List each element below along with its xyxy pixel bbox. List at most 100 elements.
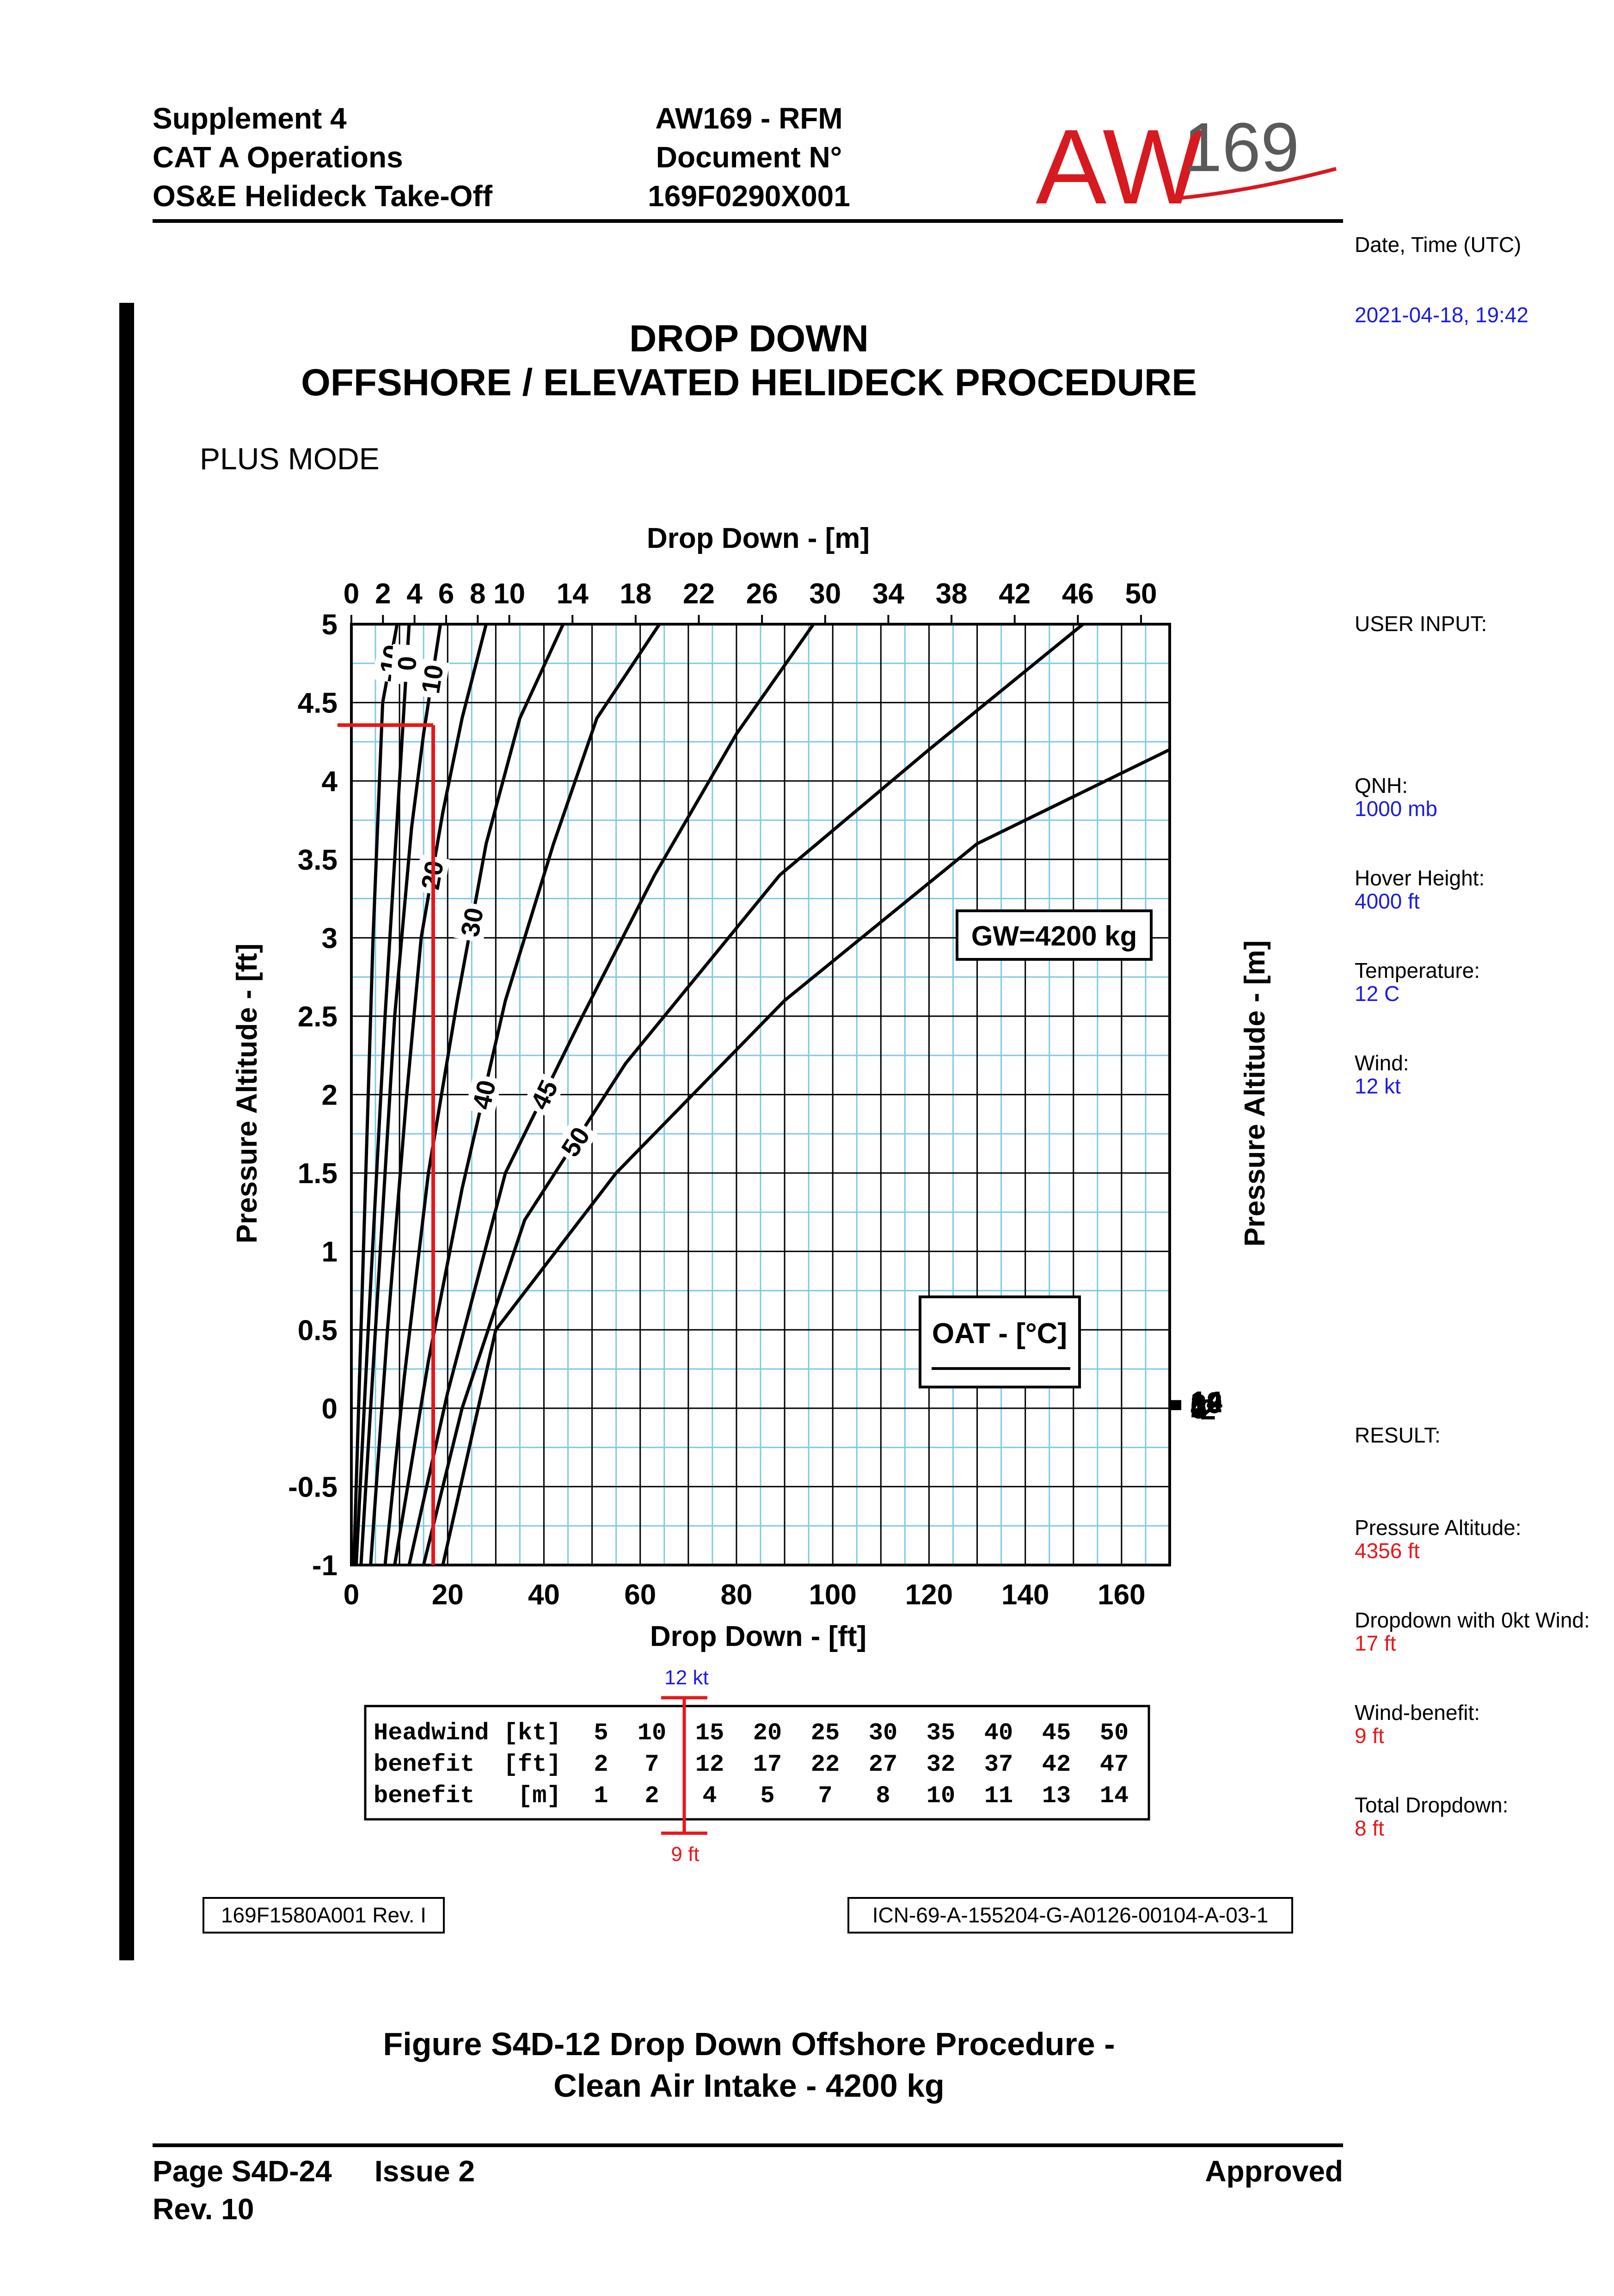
x-tick-label: 80 [720, 1579, 752, 1611]
top-tick-label: 6 [438, 578, 454, 610]
ref-left-box [203, 1897, 445, 1934]
footer: Page S4D-24 Issue 2 Rev. 10 Approved [153, 2143, 1343, 2226]
y-tick-label: 3.5 [298, 844, 338, 876]
top-tick-label: 46 [1062, 578, 1094, 610]
headwind-cell: 25 [811, 1719, 840, 1747]
chart-grid [350, 623, 1171, 1566]
oat-curve [354, 624, 411, 1565]
result-label: RESULT: [1355, 1423, 1441, 1447]
hover-height-value: 4000 ft [1355, 889, 1420, 913]
y-tick-label: 3 [322, 922, 338, 954]
oat-curve-label-bg [414, 658, 450, 700]
dropdown-0kt-value: 17 ft [1355, 1631, 1396, 1655]
figure-caption-line1: Figure S4D-12 Drop Down Offshore Procedu… [383, 2026, 1115, 2062]
top-tick-label: 10 [493, 578, 525, 610]
headwind-cell: 35 [927, 1719, 955, 1747]
headwind-table-cells: Headwind [kt] 5 10 15 20 25 30 35 40 45 50benefit … [374, 1719, 1129, 1810]
headwind-cell: 2 [644, 1782, 659, 1810]
sidebar: Date, Time (UTC) 2021-04-18, 19:42 USER … [1355, 233, 1590, 1840]
headwind-cell: 27 [869, 1751, 897, 1778]
right-tick-label: 2 [1191, 1392, 1206, 1424]
header-center-line2: Document N° [656, 141, 842, 174]
x-tick-label: 20 [432, 1579, 464, 1611]
headwind-cell: 42 [1042, 1751, 1071, 1778]
y-tick-label: 0 [322, 1393, 338, 1425]
headwind-cell: 8 [876, 1782, 890, 1810]
wind-label: Wind: [1355, 1051, 1409, 1075]
headwind-cell: 17 [753, 1751, 782, 1778]
top-tick-label: 22 [683, 578, 715, 610]
change-bar [119, 303, 134, 1960]
axis-ticks: 0 20 40 60 80 100 120 140 160-1-0.500.511.522.53… [288, 578, 1222, 1611]
header: Supplement 4 CAT A Operations OS&E Helid… [153, 102, 1343, 226]
y-tick-label: 4 [322, 766, 338, 798]
header-left-line3: OS&E Helideck Take-Off [153, 179, 493, 213]
y-axis-title: Pressure Altitude - [ft] [231, 944, 263, 1244]
chart-title-line1: DROP DOWN [629, 318, 869, 360]
oat-curve [407, 623, 815, 1565]
right-tick-label: 6 [1191, 1390, 1206, 1422]
ref-left: 169F1580A001 Rev. I [221, 1903, 426, 1927]
wind-benefit-label: Wind-benefit: [1355, 1701, 1480, 1725]
right-tick-label: 12 [1191, 1387, 1222, 1418]
y-tick-label: 0.5 [298, 1314, 338, 1346]
headwind-cell: 15 [695, 1719, 724, 1747]
x-axis-title: Drop Down - [ft] [650, 1621, 866, 1652]
headwind-cell: 1 [594, 1782, 608, 1810]
right-tick-label: 0 [1191, 1393, 1206, 1425]
wind-marker: 12 kt 9 ft [661, 1666, 709, 1866]
y-tick-label: 2 [322, 1080, 338, 1111]
headwind-cell: 22 [811, 1751, 840, 1778]
oat-curve [359, 624, 442, 1565]
top-tick-label: 4 [406, 578, 423, 610]
top-tick-label: 0 [344, 578, 359, 610]
headwind-cell: 5 [760, 1782, 774, 1810]
x-tick-label: 160 [1098, 1579, 1145, 1611]
date-value: 2021-04-18, 19:42 [1355, 303, 1528, 327]
headwind-cell: 37 [984, 1751, 1013, 1778]
plot-frame [350, 623, 1171, 1566]
pressure-altitude-label: Pressure Altitude: [1355, 1516, 1522, 1540]
logo-main: AW [1036, 107, 1203, 226]
oat-curve-label: 10 [416, 663, 449, 695]
oat-curve-label-bg [391, 644, 423, 683]
y-tick-label: 2.5 [298, 1001, 338, 1033]
chart-title: DROP DOWN OFFSHORE / ELEVATED HELIDECK P… [200, 318, 1197, 476]
x-tick-label: 120 [905, 1579, 953, 1611]
headwind-cell: 32 [927, 1751, 955, 1778]
headwind-cell: 20 [753, 1719, 782, 1747]
top-tick-label: 14 [557, 578, 589, 610]
x-tick-label: 140 [1001, 1579, 1049, 1611]
x-tick-label: 0 [344, 1579, 359, 1611]
headwind-cell: 13 [1042, 1782, 1071, 1810]
wind-benefit-value: 9 ft [1355, 1724, 1384, 1748]
wind-marker-bottom-label: 9 ft [671, 1843, 699, 1866]
right-axis-title: Pressure Altitude - [m] [1239, 940, 1271, 1247]
headwind-cell: 11 [984, 1782, 1013, 1810]
top-tick-label: 18 [620, 578, 651, 610]
oat-curve-label: 30 [455, 905, 489, 939]
headwind-cell: 45 [1042, 1719, 1071, 1747]
footer-rev: Rev. 10 [153, 2192, 254, 2226]
temperature-label: Temperature: [1355, 958, 1480, 982]
top-tick-label: 50 [1125, 578, 1157, 610]
oat-curve-label: 40 [466, 1077, 501, 1112]
top-tick-label: 26 [746, 578, 778, 610]
headwind-cell: 7 [818, 1782, 832, 1810]
top-tick-label: 38 [936, 578, 968, 610]
right-tick-label: 4 [1191, 1391, 1207, 1423]
right-tick-label: 8 [1191, 1389, 1206, 1421]
headwind-table: Headwind [kt] 5 10 15 20 25 30 35 40 45 50benefit … [364, 1666, 1150, 1866]
x-tick-label: 60 [624, 1579, 656, 1611]
oat-legend-box [919, 1295, 1081, 1388]
headwind-cell: 12 [695, 1751, 724, 1778]
y-tick-label: -1 [312, 1550, 338, 1582]
oat-legend-title: OAT - [°C] [932, 1318, 1067, 1350]
headwind-cell: 10 [927, 1782, 955, 1810]
oat-curve [441, 748, 1171, 1565]
oat-curve-label-bg [522, 1071, 565, 1118]
headwind-cell: 4 [702, 1782, 717, 1810]
oat-curve-label: 0 [392, 655, 422, 671]
y-tick-label: 1 [322, 1236, 338, 1268]
gw-box [956, 909, 1153, 961]
